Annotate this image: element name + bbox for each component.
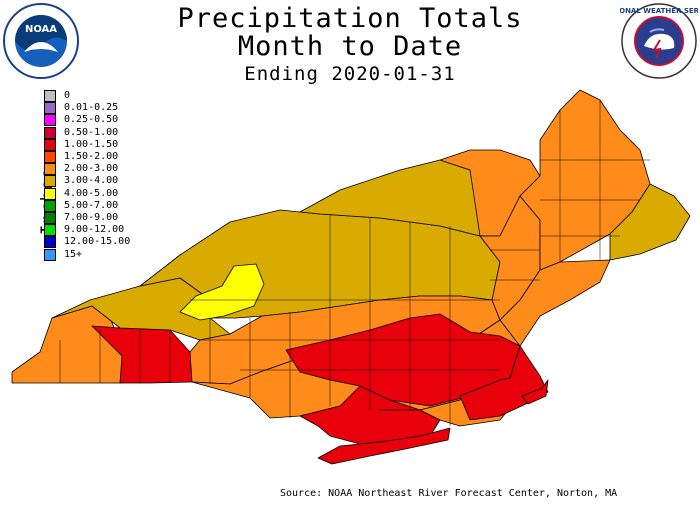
region-downeast-maine-gold [609, 183, 691, 261]
legend-swatch [44, 187, 56, 200]
legend-label: 0.50-1.00 [64, 126, 119, 138]
map-title-line2: Month to Date [237, 31, 463, 62]
legend-swatch [44, 138, 56, 151]
legend-label: 12.00-15.00 [64, 236, 131, 248]
legend-label: 2.00-3.00 [64, 163, 119, 175]
region-long-island-red [317, 427, 451, 465]
legend-label: 7.00-9.00 [64, 212, 119, 223]
legend-swatch [44, 236, 56, 249]
legend-label: 4.00-5.00 [64, 187, 119, 199]
region-yellow-pocket [179, 263, 265, 321]
region-coastal-nh-ma-orange [499, 259, 611, 347]
legend-swatch [44, 212, 56, 224]
legend-label: 0.01-0.25 [64, 102, 119, 114]
noaa-logo-icon: NOAA [3, 3, 79, 79]
legend-swatch [44, 163, 56, 176]
legend-swatch [44, 114, 56, 127]
legend-swatch [44, 90, 56, 102]
map-title-line1: Precipitation Totals [177, 3, 523, 34]
region-cape-cod-red [521, 379, 549, 405]
legend-label: 1.00-1.50 [64, 138, 119, 150]
legend-swatch [44, 175, 56, 188]
source-attribution: Source: NOAA Northeast River Forecast Ce… [280, 488, 618, 499]
legend-label: 15+ [64, 248, 83, 260]
nws-logo-text: NATIONAL WEATHER SERVICE [620, 7, 698, 15]
legend-label: 0 [64, 90, 71, 101]
legend-swatch [44, 248, 56, 261]
map-title-date: Ending 2020-01-31 [244, 63, 456, 85]
legend-swatch [44, 102, 56, 115]
legend-label: 3.00-4.00 [64, 175, 119, 187]
legend-swatch [44, 224, 56, 237]
region-central-west-ny-gold [51, 277, 231, 341]
legend-label: 9.00-12.00 [64, 224, 125, 236]
legend-swatch [44, 199, 56, 212]
legend-label: 5.00-7.00 [64, 199, 119, 211]
precipitation-map [11, 89, 691, 465]
legend-swatch [44, 126, 56, 139]
legend-label: 1.50-2.00 [64, 151, 119, 162]
legend-swatch [44, 151, 56, 163]
county-boundaries [59, 100, 650, 426]
noaa-logo-text: NOAA [25, 24, 57, 35]
nws-logo-icon: NATIONAL WEATHER SERVICE [620, 3, 698, 79]
legend-label: 0.25-0.50 [64, 114, 119, 126]
